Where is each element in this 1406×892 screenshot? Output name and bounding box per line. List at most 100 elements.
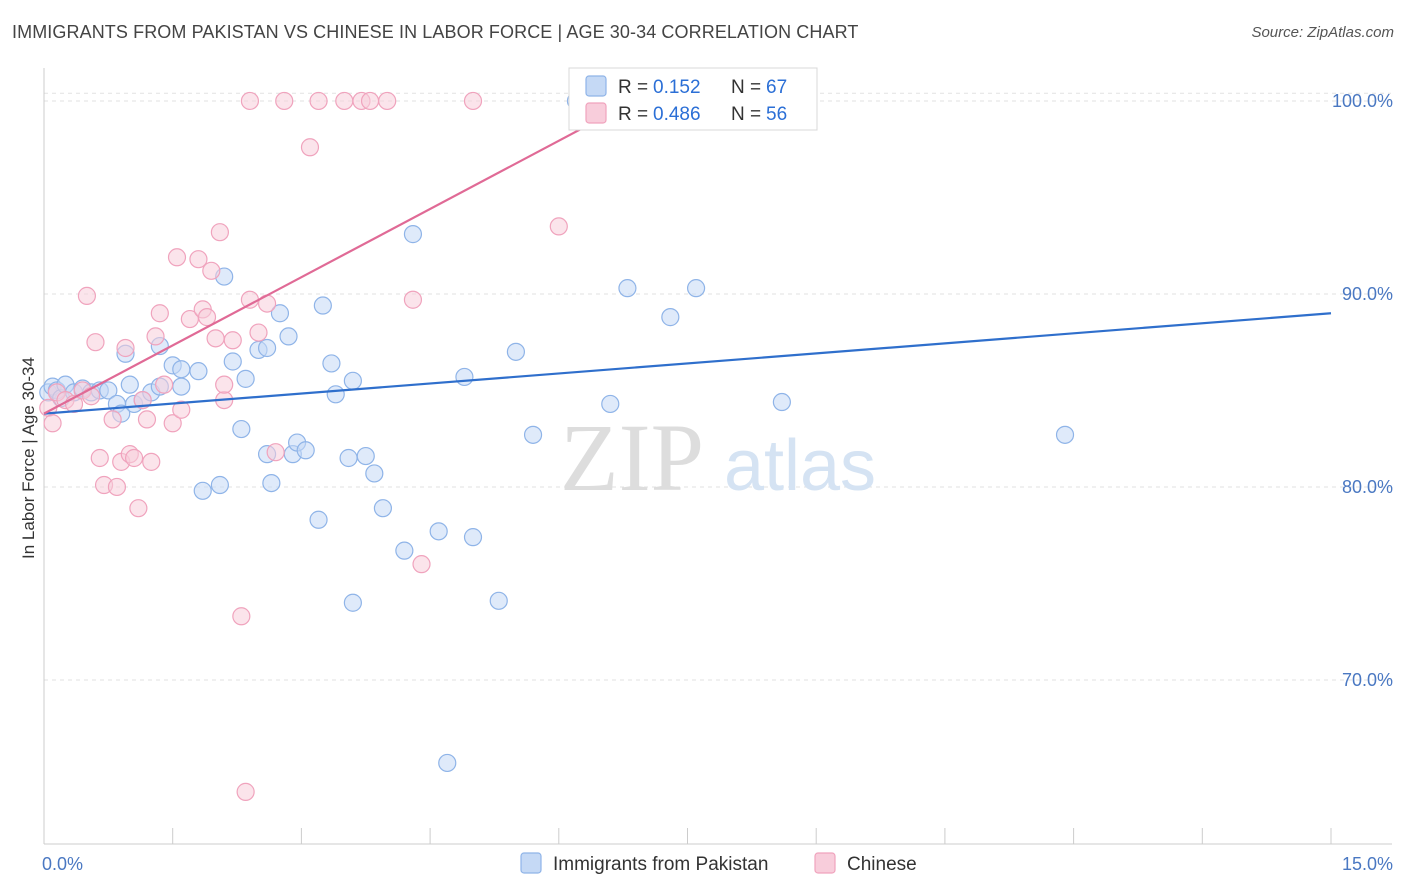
legend-r-value-pakistan: 0.152 [653,77,701,98]
point-pakistan [356,446,375,466]
stats-legend: R = 0.152 N = 67 R = 0.486 N = 56 [568,67,818,131]
point-pakistan [210,475,229,495]
point-pakistan [772,392,791,412]
point-pakistan [506,342,526,361]
point-pakistan [601,394,620,414]
legend-swatch-chinese [585,102,607,124]
watermark-zip: ZIP [560,404,704,511]
x-tick-label: 0.0% [42,854,83,874]
stats-legend-box [568,67,818,131]
point-chinese [43,414,62,433]
series-legend: Immigrants from Pakistan Chinese [520,852,917,875]
point-chinese [232,607,251,626]
point-pakistan [257,338,277,358]
chart-source: Source: ZipAtlas.com [1251,24,1394,41]
trend-lines [43,80,1332,415]
point-pakistan [438,753,457,773]
point-chinese [463,91,483,111]
point-chinese [335,91,354,111]
y-tick-label: 70.0% [1342,670,1393,690]
point-chinese [86,333,105,352]
point-chinese [129,499,148,518]
point-chinese [236,782,255,801]
point-chinese [124,448,144,468]
point-pakistan [339,448,358,468]
point-chinese [275,91,294,111]
point-chinese [172,400,191,419]
point-pakistan [172,377,191,396]
point-chinese [240,91,260,111]
point-pakistan [296,441,315,460]
axes [43,68,1392,845]
point-pakistan [232,419,251,439]
point-chinese [133,391,152,410]
point-pakistan [618,279,637,298]
point-chinese [77,286,97,305]
point-chinese [249,323,268,342]
point-chinese [142,452,161,471]
point-pakistan [193,481,212,500]
series-legend-label-chinese: Chinese [847,854,917,875]
legend-r-label-chinese: R = [618,104,648,125]
point-chinese [150,304,169,323]
y-axis-label: In Labor Force | Age 30-34 [19,357,38,559]
chart-title: IMMIGRANTS FROM PAKISTAN VS CHINESE IN L… [12,22,859,42]
point-pakistan [455,367,474,387]
data-points [39,91,1075,801]
point-chinese [549,217,568,236]
point-chinese [223,331,242,350]
point-chinese [163,414,182,433]
point-chinese [300,138,320,157]
point-pakistan [172,360,191,379]
x-tick-labels: 0.0% 15.0% [42,854,1393,874]
point-pakistan [262,473,281,493]
point-pakistan [365,464,384,483]
point-pakistan [236,369,255,388]
point-pakistan [373,499,393,518]
point-chinese [107,477,127,497]
series-legend-swatch-chinese [814,852,836,874]
series-legend-swatch-pakistan [520,852,542,874]
point-chinese [116,338,135,358]
point-pakistan [270,304,290,323]
point-pakistan [223,352,242,371]
point-pakistan [523,425,543,444]
point-chinese [90,448,109,468]
point-pakistan [661,308,680,327]
legend-r-label-pakistan: R = [618,77,648,98]
point-pakistan [189,362,208,381]
point-pakistan [313,296,332,315]
y-tick-labels: 70.0% 80.0% 90.0% 100.0% [1332,91,1393,690]
point-chinese [266,443,285,462]
point-chinese [215,375,234,394]
point-chinese [167,248,187,267]
y-tick-label: 90.0% [1342,284,1393,304]
point-chinese [137,410,157,429]
series-legend-label-pakistan: Immigrants from Pakistan [553,854,768,875]
legend-n-label-pakistan: N = [731,77,761,98]
watermark: ZIP atlas [560,404,876,511]
point-chinese [82,387,101,406]
point-pakistan [403,225,423,244]
trend-line-pakistan [43,312,1332,415]
point-chinese [206,329,225,348]
point-chinese [309,91,328,111]
point-chinese [403,290,423,309]
point-pakistan [1055,425,1075,444]
legend-r-value-chinese: 0.486 [653,104,701,125]
point-chinese [197,308,217,327]
point-pakistan [120,375,139,394]
point-chinese [155,375,174,394]
point-pakistan [309,510,328,529]
point-pakistan [463,528,483,547]
legend-n-label-chinese: N = [731,104,761,125]
legend-n-value-chinese: 56 [766,104,787,125]
x-tick-label: 15.0% [1342,854,1393,874]
legend-swatch-pakistan [585,75,607,97]
point-pakistan [429,522,448,541]
point-pakistan [343,371,362,390]
point-pakistan [343,593,362,612]
point-pakistan [489,591,508,610]
point-chinese [103,410,122,429]
